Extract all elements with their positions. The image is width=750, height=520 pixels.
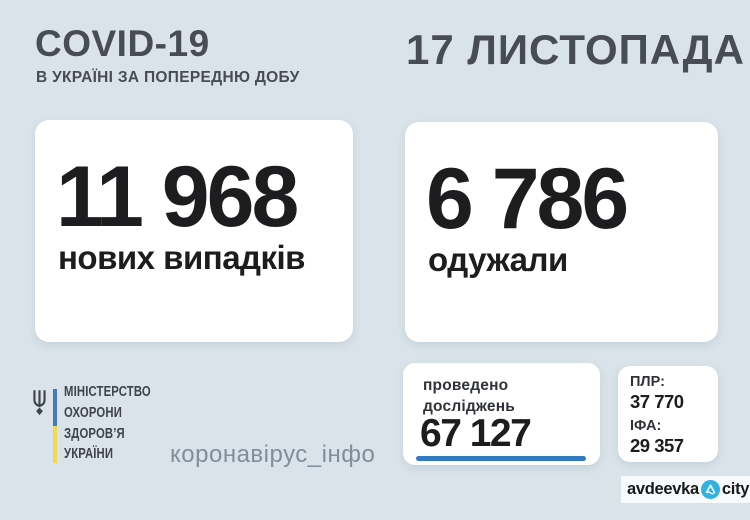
- watermark: avdeevka city: [621, 476, 750, 503]
- recovered-label: одужали: [428, 241, 568, 278]
- new-cases-label: нових випадків: [58, 239, 305, 276]
- new-cases-card: 11 968 нових випадків: [35, 120, 353, 342]
- ministry-name: МІНІСТЕРСТВО ОХОРОНИ ЗДОРОВ’Я УКРАЇНИ: [64, 382, 151, 465]
- tests-label: проведено досліджень: [423, 375, 515, 417]
- page-subtitle: В УКРАЇНІ ЗА ПОПЕРЕДНЮ ДОБУ: [36, 69, 300, 86]
- avdeevka-city-logo-icon: [700, 480, 720, 499]
- ukraine-flag-bar: [53, 389, 57, 463]
- tests-card: проведено досліджень 67 127: [403, 363, 600, 465]
- ministry-line: УКРАЇНИ: [64, 446, 114, 463]
- tests-label-line2: досліджень: [423, 398, 516, 415]
- lab-card: ПЛР: 37 770 ІФА: 29 357: [618, 366, 718, 462]
- report-date: 17 ЛИСТОПАДА: [406, 26, 745, 73]
- pcr-value: 37 770: [630, 391, 684, 412]
- watermark-right-text: city: [721, 480, 750, 498]
- tests-label-line1: проведено: [423, 377, 509, 394]
- new-cases-value: 11 968: [56, 149, 299, 245]
- recovered-value: 6 786: [426, 151, 629, 247]
- ministry-line: МІНІСТЕРСТВО: [64, 384, 151, 400]
- lab-card-content: ПЛР: 37 770 ІФА: 29 357: [630, 374, 684, 462]
- page-title: COVID-19: [35, 23, 210, 64]
- tests-underline-bar: [416, 455, 586, 461]
- tryzub-trident-icon: [33, 390, 46, 416]
- ifa-label: ІФА:: [630, 418, 662, 434]
- watermark-left-text: avdeevka: [627, 480, 699, 498]
- channel-name: коронавірус_інфо: [170, 441, 376, 468]
- ministry-line: ОХОРОНИ: [64, 404, 123, 421]
- recovered-card: 6 786 одужали: [405, 122, 718, 342]
- pcr-label: ПЛР:: [630, 374, 665, 390]
- tests-value: 67 127: [420, 412, 532, 455]
- ministry-line: ЗДОРОВ’Я: [64, 425, 125, 442]
- ifa-value: 29 357: [630, 435, 684, 456]
